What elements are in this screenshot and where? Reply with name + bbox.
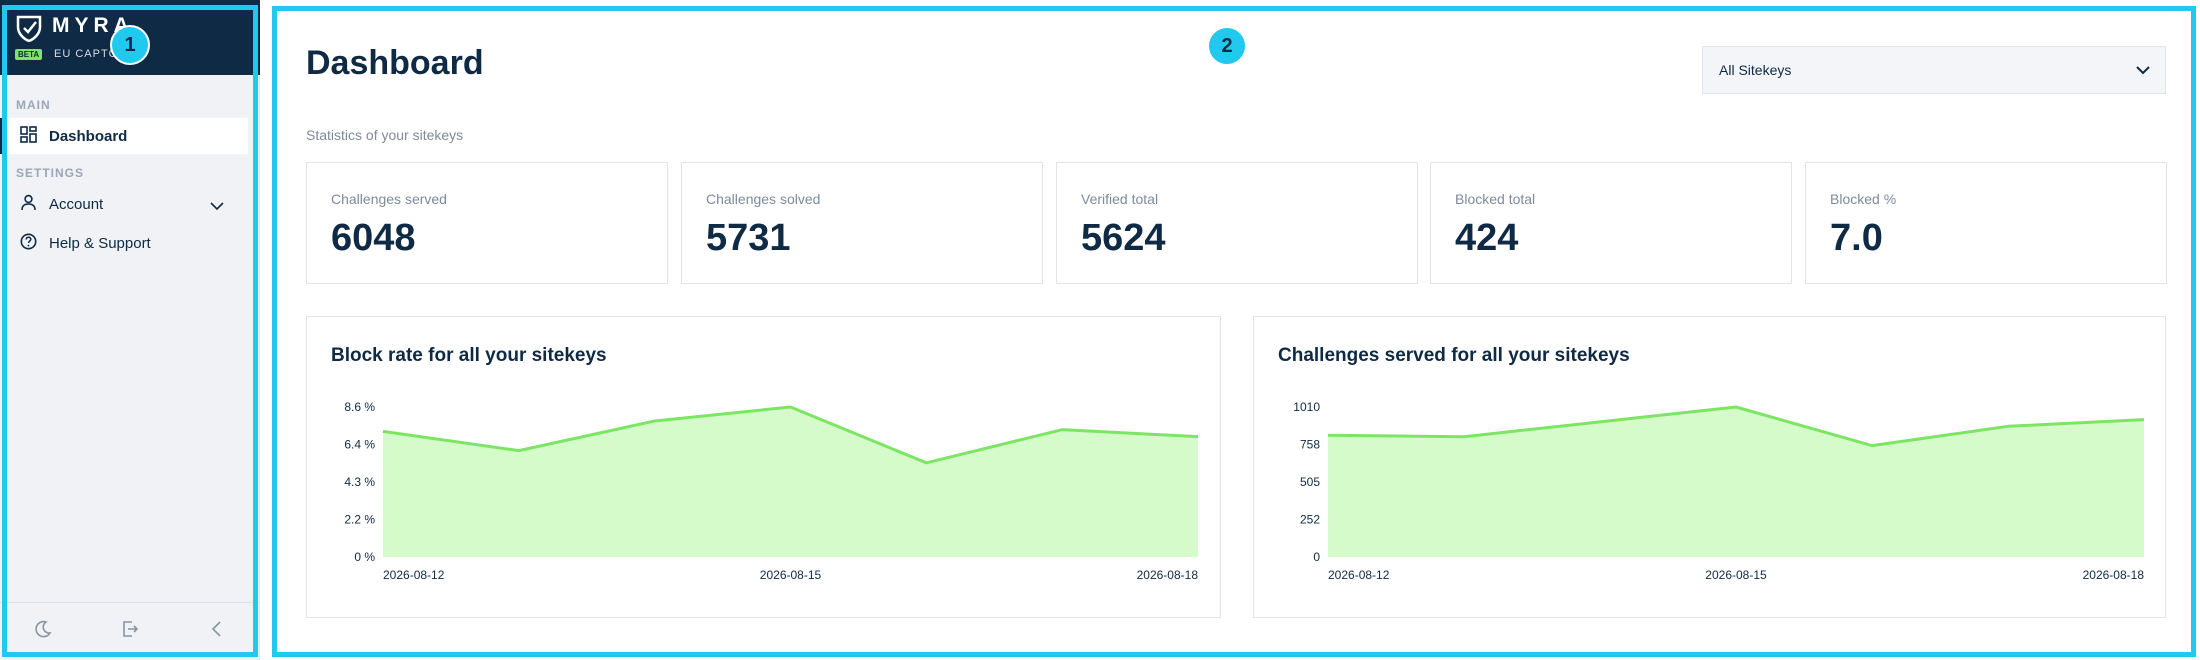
stat-value: 5624 [1081,217,1166,259]
brand-wordmark: MYRA [52,14,134,37]
y-tick-label: 2.2 % [344,513,375,527]
y-tick-label: 252 [1300,513,1320,527]
stat-label: Challenges solved [706,191,821,207]
region-number-badge: 2 [1207,26,1247,66]
sitekey-select[interactable]: All Sitekeys [1702,46,2166,94]
y-tick-label: 8.6 % [344,400,375,414]
stat-label: Blocked % [1830,191,1897,207]
user-icon [20,194,49,215]
sidebar-item-account[interactable]: Account [0,186,248,222]
moon-icon[interactable] [33,619,53,644]
section-heading-settings: SETTINGS [16,166,85,180]
chart-title: Block rate for all your sitekeys [331,345,607,366]
challenges-served-chart: 0 252 505 758 1010 2026-08-12 2026-08-15 2026-0… [1293,400,2145,582]
sidebar-item-label: Help & Support [49,234,151,252]
stat-value: 424 [1455,217,1519,259]
series-line [382,405,1199,465]
region-marker-main [272,6,2196,657]
x-tick-label: 2026-08-18 [1137,568,1199,582]
sidebar-item-label: Dashboard [49,127,128,145]
stat-card-blocked-total: Blocked total 424 [1430,162,1792,284]
series-area [1328,407,2144,557]
stat-card-challenges-served: Challenges served 6048 [306,162,668,284]
collapse-icon[interactable] [207,619,227,644]
stat-card-challenges-solved: Challenges solved 5731 [681,162,1043,284]
x-tick-label: 2026-08-15 [760,568,822,582]
y-tick-label: 6.4 % [344,438,375,452]
page-title: Dashboard [306,44,484,82]
stat-label: Verified total [1081,191,1159,207]
y-tick-label: 505 [1300,475,1320,489]
chart-title: Challenges served for all your sitekeys [1278,345,1630,366]
region-number-badge: 1 [110,25,150,65]
chevron-down-icon [2136,66,2150,75]
logout-icon[interactable] [120,619,140,644]
stat-value: 7.0 [1830,217,1883,259]
x-tick-label: 2026-08-15 [1705,568,1767,582]
stat-card-verified-total: Verified total 5624 [1056,162,1418,284]
sidebar-item-help-support[interactable]: Help & Support [0,225,248,261]
page-subtitle: Statistics of your sitekeys [306,127,464,143]
y-tick-label: 0 % [354,550,375,564]
y-tick-label: 4.3 % [344,475,375,489]
x-tick-label: 2026-08-18 [2083,568,2145,582]
stat-value: 6048 [331,217,416,259]
stat-label: Challenges served [331,191,447,207]
x-tick-label: 2026-08-12 [1328,568,1390,582]
shield-logo-icon [14,14,44,47]
stat-value: 5731 [706,217,791,259]
dashboard-icon [20,125,49,147]
y-tick-label: 758 [1300,438,1320,452]
section-heading-main: MAIN [16,98,51,112]
series-line [1327,405,2145,448]
sitekey-select-value: All Sitekeys [1719,62,1792,78]
y-tick-label: 1010 [1293,400,1320,414]
stat-label: Blocked total [1455,191,1536,207]
help-icon [20,233,49,254]
chart-card-challenges-served: Challenges served for all your sitekeys … [1253,316,2166,618]
sidebar-footer [0,602,260,660]
series-area [383,407,1198,557]
beta-badge: BETA [15,49,43,60]
stat-card-blocked-percent: Blocked % 7.0 [1805,162,2167,284]
y-tick-label: 0 [1313,550,1320,564]
block-rate-chart: 0 % 2.2 % 4.3 % 6.4 % 8.6 % 2026-08-12 2026-08… [344,400,1199,582]
sidebar-item-label: Account [49,195,104,213]
sidebar-item-dashboard[interactable]: Dashboard [0,118,248,154]
x-tick-label: 2026-08-12 [383,568,445,582]
region-marker-sidebar [2,5,258,657]
chevron-down-icon[interactable] [210,198,236,215]
chart-card-block-rate: Block rate for all your sitekeys 0 % 2.2 … [306,316,1221,618]
